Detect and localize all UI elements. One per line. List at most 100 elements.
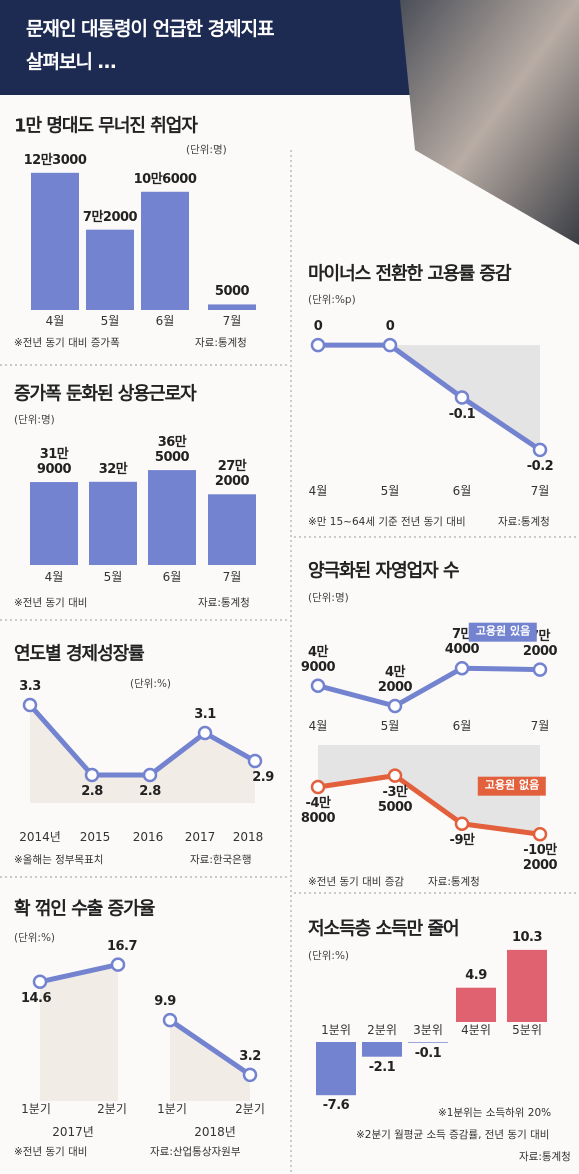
bar [148, 470, 196, 565]
value-label: 3.1 [194, 707, 216, 723]
x-tick-label: 2분위 [367, 1023, 397, 1038]
marker [242, 1067, 258, 1083]
bar [31, 172, 79, 310]
chart-title: 저소득층 소득만 줄어 [308, 918, 460, 940]
source-note: 자료:통계청 [519, 1150, 571, 1163]
portrait-photo [400, 0, 579, 245]
footnote: ※2분기 월평균 소득 증감률, 전년 동기 대비 [356, 1128, 550, 1141]
x-tick-label: 3분위 [413, 1023, 443, 1038]
bar [141, 191, 189, 310]
x-tick-label: 7월 [222, 314, 242, 329]
value-label: -0.2 [526, 458, 554, 474]
x-tick-label: 4월 [44, 570, 64, 585]
value-label: 5000 [214, 284, 250, 300]
chart-title: 연도별 경제성장률 [14, 643, 145, 665]
footnote: ※전년 동기 대비 [14, 596, 88, 609]
legend-badge: 고용원 있음 [468, 622, 538, 642]
marker [110, 957, 126, 972]
value-label: 2.9 [252, 770, 274, 785]
value-label: 31만 9000 [36, 447, 72, 478]
chart-title: 확 꺾인 수출 증가율 [14, 898, 155, 920]
x-tick-label: 5월 [380, 719, 400, 734]
value-label: -2.1 [368, 1059, 396, 1075]
x-tick-label: 2016 [132, 830, 164, 845]
legend-badge: 고용원 없음 [477, 776, 547, 796]
value-label: 16.7 [106, 938, 138, 954]
x-tick-label: 7월 [530, 719, 550, 734]
bar [208, 304, 256, 310]
value-label: -0.1 [414, 1045, 442, 1061]
value-label: -4만 8000 [300, 796, 336, 826]
value-label: -0.1 [448, 406, 476, 422]
bar [89, 481, 137, 565]
value-label: 0 [385, 319, 395, 335]
x-tick-label: 7월 [530, 484, 550, 499]
marker [197, 725, 213, 741]
footnote: ※전년 동기 대비 증감 [308, 875, 405, 888]
x-tick-label: 2018 [232, 830, 264, 845]
x-tick-label: 5월 [380, 484, 400, 499]
marker [454, 816, 470, 831]
value-label: 4만 2000 [377, 665, 413, 696]
source-note: 자료:통계청 [198, 596, 250, 609]
value-label: 0 [313, 319, 323, 335]
value-label: -7.6 [322, 1098, 350, 1114]
value-label: 4.9 [465, 967, 487, 983]
bar [208, 494, 256, 565]
source-note: 자료:통계청 [428, 875, 480, 888]
bar [456, 987, 496, 1022]
chart-title: 증가폭 둔화된 상용근로자 [14, 383, 197, 405]
bar [408, 1042, 448, 1043]
marker [162, 1012, 178, 1028]
source-note: 자료:산업통상자원부 [150, 1145, 241, 1158]
x-tick-label: 6월 [452, 484, 472, 499]
value-label: 2.8 [81, 784, 103, 799]
line [39, 962, 119, 985]
x-tick-label: 6월 [162, 570, 182, 585]
x-tick-label: 1분위 [321, 1023, 351, 1038]
x-tick-label: 5분위 [512, 1023, 542, 1038]
group-label: 2017년 [52, 1125, 94, 1140]
value-label: 32만 [98, 461, 128, 477]
x-tick-label: 2014년 [19, 830, 61, 845]
unit-label: (단위:명) [186, 143, 227, 156]
line [318, 342, 542, 452]
marker [22, 697, 38, 713]
x-tick-label: 1분기 [157, 1102, 187, 1117]
unit-label: (단위:%) [130, 677, 172, 690]
value-label: 3.2 [239, 1048, 261, 1064]
area-fill [318, 745, 540, 835]
value-label: 3.3 [19, 679, 41, 695]
value-label: -10만 2000 [522, 843, 558, 874]
x-tick-label: 5월 [100, 314, 120, 329]
unit-label: (단위:%p) [308, 293, 356, 306]
footnote: ※만 15~64세 기준 전년 동기 대비 [308, 515, 466, 528]
x-tick-label: 5월 [103, 570, 123, 585]
value-label: 10만6000 [133, 171, 197, 187]
marker [310, 678, 326, 693]
x-tick-label: 2015 [79, 830, 111, 845]
value-label: 7만 4000 [444, 627, 480, 658]
bar [86, 229, 134, 310]
chart-title: 양극화된 자영업자 수 [308, 560, 460, 582]
source-note: 자료:통계청 [195, 336, 247, 349]
footnote: ※1분위는 소득하위 20% [438, 1106, 552, 1119]
x-tick-label: 6월 [452, 719, 472, 734]
footnote: ※전년 동기 대비 [14, 1145, 88, 1158]
unit-label: (단위:명) [14, 413, 55, 426]
source-note: 자료:한국은행 [190, 853, 252, 866]
x-tick-label: 6월 [155, 314, 175, 329]
area-fill [318, 345, 540, 450]
marker [310, 337, 326, 353]
unit-label: (단위:명) [308, 591, 349, 604]
x-tick-label: 2017 [184, 830, 216, 845]
unit-label: (단위:%) [14, 931, 56, 944]
x-tick-label: 4분위 [461, 1023, 491, 1038]
marker [247, 753, 263, 769]
bar [30, 482, 78, 565]
chart-title: 1만 명대도 무너진 취업자 [14, 115, 198, 137]
area-fill [40, 964, 118, 1101]
footnote: ※올해는 정부목표치 [14, 853, 104, 866]
